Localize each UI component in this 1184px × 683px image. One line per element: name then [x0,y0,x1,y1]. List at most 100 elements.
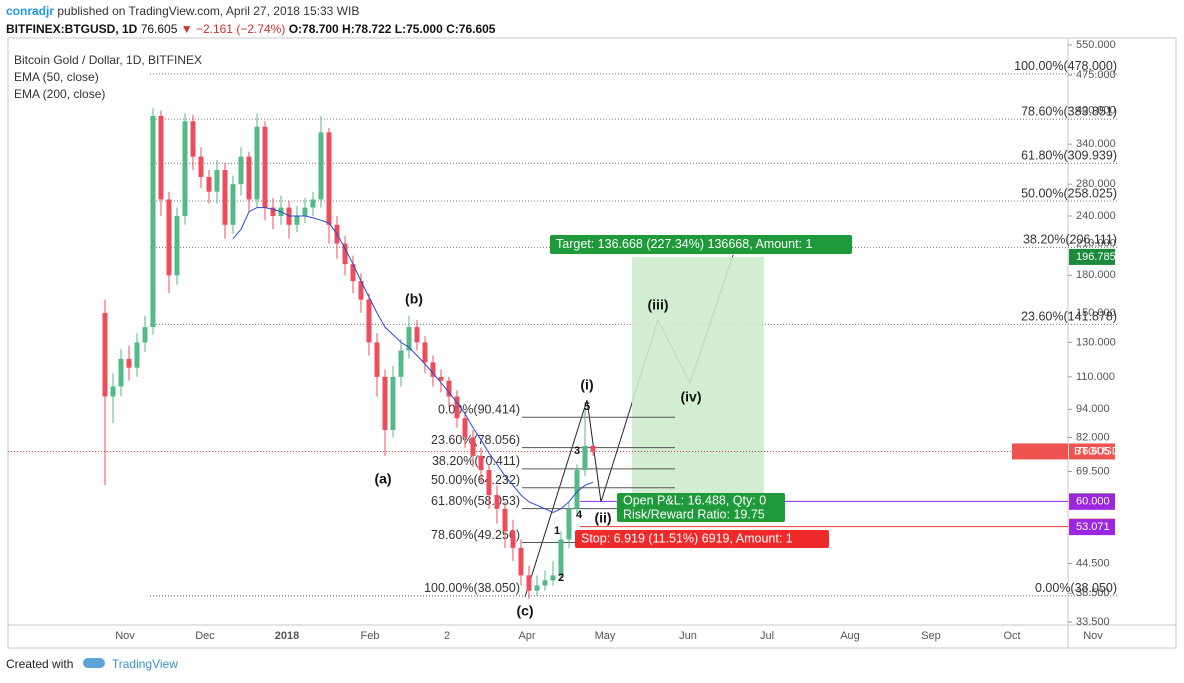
fib-label: 0.00%(38.050) [1035,581,1117,595]
price-badge-label: 76.605 [1076,445,1110,457]
fib-label: 100.00%(478.000) [1014,59,1117,73]
x-tick-label: Apr [518,630,535,642]
pnl-label: Open P&L: 16.488, Qty: 0 [623,493,766,507]
fib-label: 50.00%(258.025) [1021,186,1117,200]
y-tick-label: 150.000 [1076,307,1116,319]
chart: Bitcoin Gold / Dollar, 1D, BITFINEX EMA … [7,37,1177,649]
candle-body [414,327,420,343]
ema-line [232,207,594,513]
x-tick-label: Feb [361,630,380,642]
price-badge-label: 60.000 [1076,496,1110,508]
y-tick-label: 110.000 [1076,371,1115,383]
candle-body [198,156,204,177]
header: conradjr published on TradingView.com, A… [6,4,359,18]
candle-body [238,156,244,185]
y-tick-label: 82.000 [1076,431,1110,443]
x-tick-label: Jul [760,630,774,642]
symbol: BITFINEX:BTGUSD, 1D [6,22,138,36]
stop-label: Stop: 6.919 (11.51%) 6919, Amount: 1 [581,531,793,545]
wave-label: (c) [516,603,533,619]
fib-label: 38.20%(70.411) [432,454,520,468]
candle-body [294,215,300,225]
last: 76.605 [140,22,178,36]
brand[interactable]: TradingView [111,657,178,671]
wave-label: (a) [374,471,391,487]
change: ▼ −2.161 (−2.74%) [180,22,286,36]
y-tick-label: 240.000 [1076,210,1116,222]
candle-body [470,437,476,456]
price-badge [1069,493,1115,510]
fib-label: 50.00%(64.232) [431,473,520,487]
candle-body [478,455,484,471]
candle-body [302,207,308,216]
candle-body [526,575,532,591]
brand-icon [82,658,105,668]
footer: Created with TradingView [6,657,178,671]
candle-body [310,199,316,208]
fib-label: 61.80%(309.939) [1021,149,1117,163]
price-badge-label: 53.071 [1076,521,1110,533]
ohlc: O:78.700 H:78.722 L:75.000 C:76.605 [288,22,496,36]
x-tick-label: Dec [195,630,215,642]
candle-body [406,327,412,351]
y-tick-label: 210.000 [1076,237,1116,249]
y-tick-label: 400.000 [1076,105,1116,117]
fib-label: 61.80%(58.053) [431,494,520,508]
wave-label: (ii) [594,510,611,526]
x-tick-label: Jun [679,630,697,642]
candle-body [398,350,404,377]
candle-body [446,380,452,397]
price-badge [1069,519,1115,536]
candle-body [574,470,580,509]
candle-body [430,362,436,377]
y-tick-label: 550.000 [1076,39,1116,51]
y-tick-label: 69.500 [1076,465,1110,477]
price-badge-label: 196.785 [1076,251,1116,263]
fib-label: 23.60%(78.056) [431,433,520,447]
candle-body [486,470,492,496]
chart-title: Bitcoin Gold / Dollar, 1D, BITFINEX [14,53,202,67]
x-tick-label: Sep [921,630,941,642]
fib-label: 38.20%(206.111) [1023,233,1117,247]
fib-label: 78.60%(383.851) [1021,104,1117,118]
x-tick-label: Oct [1003,630,1020,642]
candle-body [214,169,220,192]
candle-body [534,585,540,591]
fib-label: 23.60%(141.878) [1021,310,1117,324]
candle-body [374,342,380,377]
x-tick-label: 2 [444,630,450,642]
candle-body [230,184,236,225]
candle-body [390,376,396,431]
wave-label: 4 [576,509,583,521]
symbol-badge [1012,443,1068,460]
x-tick-label: Nov [1083,630,1103,642]
candle-body [502,508,508,532]
y-tick-label: 130.000 [1076,336,1116,348]
stop-label-box [575,530,829,548]
candle-body [110,386,116,397]
symbol-line: BITFINEX:BTGUSD, 1D 76.605 ▼ −2.161 (−2.… [6,22,495,36]
wave-label: (iv) [681,389,702,405]
price-badge [1069,248,1115,265]
candle-body [222,169,228,225]
y-tick-label: 33.500 [1076,616,1110,628]
price-badge [1069,443,1115,460]
target-zone [632,256,764,502]
frame [7,37,1177,649]
y-tick-label: 94.000 [1076,403,1110,415]
candle-body [134,342,140,368]
candle-body [270,207,276,216]
author[interactable]: conradjr [6,4,55,18]
indicator: EMA (200, close) [14,87,105,101]
candle-body [142,327,148,343]
wave-label: 2 [558,572,564,584]
candle-body [102,312,108,397]
candle-body [182,121,188,216]
candle-body [438,376,444,381]
candle-body [358,281,364,300]
candle-body [494,495,500,509]
published: published on TradingView.com, April 27, … [57,4,360,18]
target-label: Target: 136.668 (227.34%) 136668, Amount… [556,237,812,251]
fib-label: 78.60%(49.256) [431,528,520,542]
